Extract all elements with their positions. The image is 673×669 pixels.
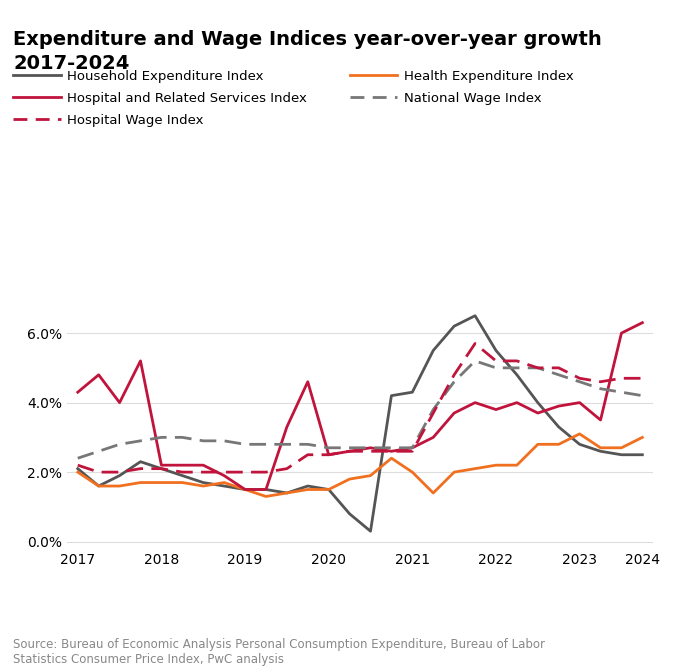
Text: National Wage Index: National Wage Index bbox=[404, 92, 541, 105]
Text: Source: Bureau of Economic Analysis Personal Consumption Expenditure, Bureau of : Source: Bureau of Economic Analysis Pers… bbox=[13, 638, 545, 666]
Text: Hospital Wage Index: Hospital Wage Index bbox=[67, 114, 204, 127]
Text: Household Expenditure Index: Household Expenditure Index bbox=[67, 70, 264, 83]
Text: Health Expenditure Index: Health Expenditure Index bbox=[404, 70, 573, 83]
Text: Expenditure and Wage Indices year-over-year growth: Expenditure and Wage Indices year-over-y… bbox=[13, 30, 602, 49]
Text: 2017-2024: 2017-2024 bbox=[13, 54, 130, 72]
Text: Hospital and Related Services Index: Hospital and Related Services Index bbox=[67, 92, 307, 105]
